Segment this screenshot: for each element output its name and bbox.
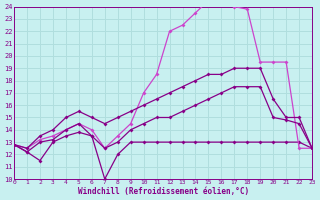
X-axis label: Windchill (Refroidissement éolien,°C): Windchill (Refroidissement éolien,°C) (77, 187, 249, 196)
